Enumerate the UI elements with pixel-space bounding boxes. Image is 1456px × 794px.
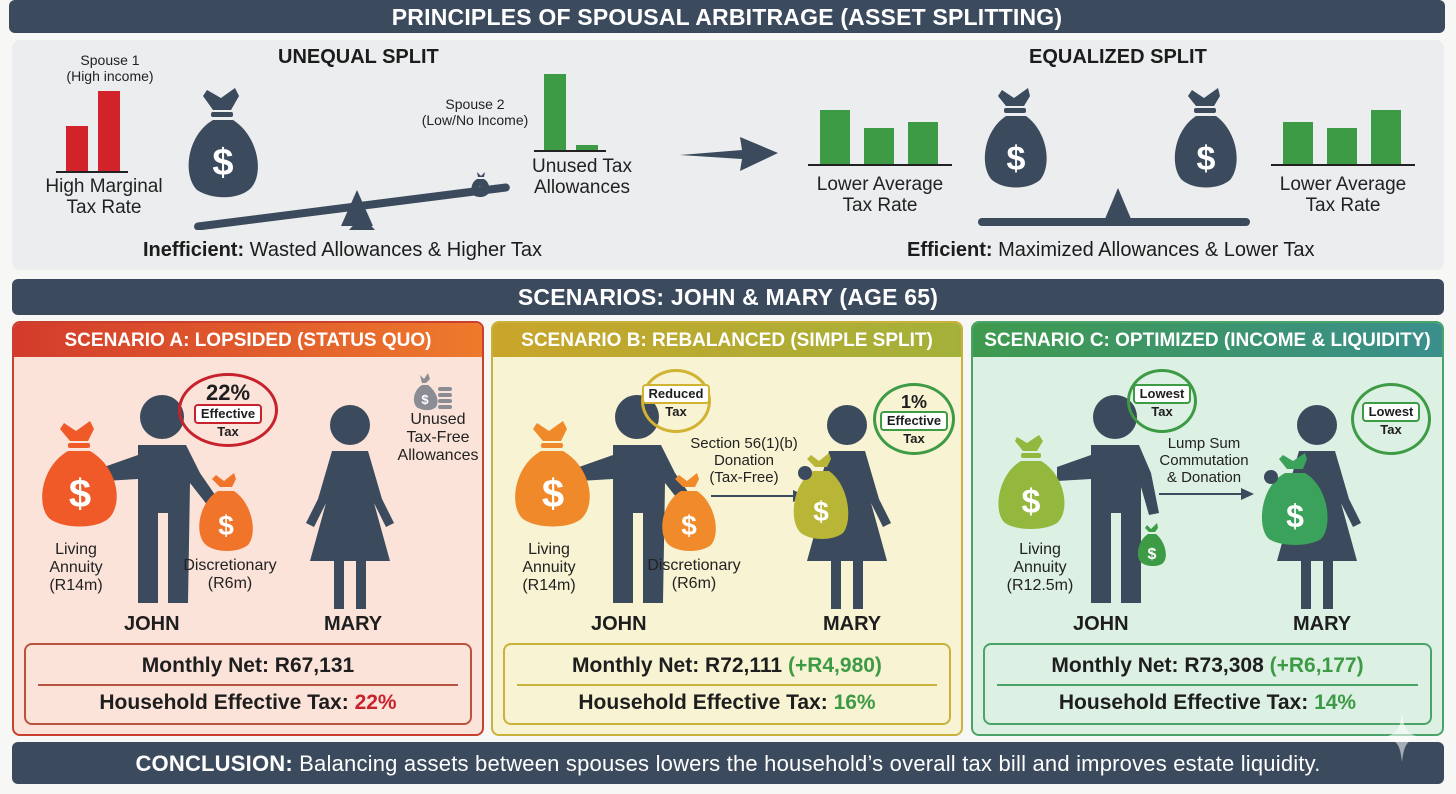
bar xyxy=(908,122,938,164)
john-name: JOHN xyxy=(1073,613,1129,635)
living-annuity-label: Living Annuity (R14m) xyxy=(49,541,103,594)
balanced-seesaw-icon: $ $ xyxy=(978,88,1250,226)
svg-text:$: $ xyxy=(212,142,233,184)
spouse2-label: Spouse 2 (Low/No Income) xyxy=(421,96,529,128)
bar xyxy=(1283,122,1313,164)
svg-text:$: $ xyxy=(681,510,697,541)
mary-name: MARY xyxy=(1293,613,1352,635)
lower-average-tax-chart-left xyxy=(808,104,952,166)
bar xyxy=(576,145,598,150)
scenario-c-heading: SCENARIO C: OPTIMIZED (INCOME & LIQUIDIT… xyxy=(973,323,1442,357)
high-marginal-tax-label: High Marginal Tax Rate xyxy=(45,176,163,218)
living-annuity-label: Living Annuity (R12.5m) xyxy=(1006,541,1074,594)
svg-text:$: $ xyxy=(218,510,234,541)
mary-lowest-tax-stamp: Lowest Tax xyxy=(1351,383,1431,455)
scenario-b-card: SCENARIO B: REBALANCED (SIMPLE SPLIT) $ … xyxy=(491,321,963,736)
principles-panel: UNEQUAL SPLIT Spouse 1 (High income) Hig… xyxy=(12,40,1444,270)
bar xyxy=(1371,110,1401,164)
john-lowest-tax-stamp: Lowest Tax xyxy=(1127,369,1197,433)
page-title: PRINCIPLES OF SPOUSAL ARBITRAGE (ASSET S… xyxy=(391,4,1063,30)
living-annuity-bag-icon: $ xyxy=(515,421,590,527)
bar xyxy=(544,74,566,150)
svg-text:$: $ xyxy=(1286,498,1304,534)
unused-allowances-label: Unused Tax-Free Allowances xyxy=(397,411,479,464)
lower-average-tax-chart-right xyxy=(1271,104,1415,166)
fulcrum-icon xyxy=(341,190,373,226)
lower-average-tax-label-left: Lower Average Tax Rate xyxy=(816,174,944,216)
discretionary-label: Discretionary (R6m) xyxy=(183,557,277,592)
title-banner: PRINCIPLES OF SPOUSAL ARBITRAGE (ASSET S… xyxy=(9,0,1445,33)
scenarios-heading: SCENARIOS: JOHN & MARY (AGE 65) xyxy=(517,284,939,310)
living-annuity-bag-icon: $ xyxy=(42,421,117,527)
mary-figure-icon xyxy=(306,405,394,609)
scenario-b-heading: SCENARIO B: REBALANCED (SIMPLE SPLIT) xyxy=(493,323,961,357)
unused-allowances-chart xyxy=(534,74,606,152)
transfer-arrow-icon xyxy=(1159,488,1254,500)
mary-name: MARY xyxy=(823,613,882,635)
commutation-label: Lump Sum Commutation & Donation xyxy=(1159,435,1249,486)
received-bag-icon: $ xyxy=(1261,453,1328,545)
monthly-net: Monthly Net: R72,111 (+R4,980) xyxy=(572,654,882,677)
svg-text:$: $ xyxy=(813,496,829,527)
monthly-net: Monthly Net: R67,131 xyxy=(141,654,355,677)
svg-text:$: $ xyxy=(421,392,429,407)
discretionary-label: Discretionary (R6m) xyxy=(647,557,741,592)
scenario-a-summary: Monthly Net: R67,131 Household Effective… xyxy=(24,643,472,725)
scenario-a-card: SCENARIO A: LOPSIDED (STATUS QUO) $ Livi… xyxy=(12,321,484,736)
svg-text:$: $ xyxy=(1007,140,1026,178)
scenario-a-heading: SCENARIO A: LOPSIDED (STATUS QUO) xyxy=(14,323,482,357)
spouse1-label: Spouse 1 (High income) xyxy=(66,52,154,84)
discretionary-bag-icon: $ xyxy=(199,473,253,551)
reduced-tax-stamp: Reduced Tax xyxy=(641,369,711,433)
mary-name: MARY xyxy=(324,613,383,635)
svg-text:$: $ xyxy=(1022,483,1041,521)
donated-bag-icon: $ xyxy=(793,453,849,539)
lump-sum-bag-icon: $ xyxy=(1137,523,1166,566)
svg-text:$: $ xyxy=(1197,140,1216,178)
sparkle-watermark-icon xyxy=(1384,712,1420,762)
scenario-b-summary: Monthly Net: R72,111 (+R4,980) Household… xyxy=(503,643,951,725)
high-marginal-tax-chart xyxy=(56,88,128,173)
scenario-c-card: SCENARIO C: OPTIMIZED (INCOME & LIQUIDIT… xyxy=(971,321,1444,736)
living-annuity-label: Living Annuity (R14m) xyxy=(522,541,576,594)
household-effective-tax: Household Effective Tax: 16% xyxy=(578,690,876,714)
bar xyxy=(820,110,850,164)
household-effective-tax: Household Effective Tax: 22% xyxy=(99,690,397,714)
scenario-c-summary: Monthly Net: R73,308 (+R6,177) Household… xyxy=(983,643,1432,725)
efficient-caption: Efficient: Maximized Allowances & Lower … xyxy=(907,239,1315,261)
household-effective-tax: Household Effective Tax: 14% xyxy=(1058,690,1357,714)
unused-allowances-icon: $ xyxy=(413,373,452,411)
john-name: JOHN xyxy=(591,613,647,635)
fulcrum-icon xyxy=(1102,188,1134,226)
bar xyxy=(1327,128,1357,164)
inefficient-caption: Inefficient: Wasted Allowances & Higher … xyxy=(143,239,543,261)
donation-label: Section 56(1)(b) Donation (Tax-Free) xyxy=(690,435,798,486)
equalized-split-heading: EQUALIZED SPLIT xyxy=(1029,46,1207,68)
bar xyxy=(66,126,88,171)
effective-tax-stamp: 22% Effective Tax xyxy=(178,373,278,447)
conclusion-banner: CONCLUSION: Balancing assets between spo… xyxy=(12,742,1444,784)
bar xyxy=(864,128,894,164)
svg-text:$: $ xyxy=(69,472,91,516)
lower-average-tax-label-right: Lower Average Tax Rate xyxy=(1279,174,1407,216)
scenarios-banner: SCENARIOS: JOHN & MARY (AGE 65) xyxy=(12,279,1444,315)
mary-effective-tax-stamp: 1% Effective Tax xyxy=(873,383,955,455)
arrow-right-icon xyxy=(680,137,778,171)
john-name: JOHN xyxy=(124,613,180,635)
svg-text:$: $ xyxy=(542,472,564,516)
unequal-split-heading: UNEQUAL SPLIT xyxy=(278,46,439,68)
discretionary-bag-icon: $ xyxy=(662,473,716,551)
svg-text:$: $ xyxy=(1148,546,1157,563)
living-annuity-bag-icon: $ xyxy=(998,435,1065,529)
monthly-net: Monthly Net: R73,308 (+R6,177) xyxy=(1051,654,1364,677)
john-figure-icon xyxy=(1057,395,1159,603)
bar xyxy=(98,91,120,171)
unused-allowances-label: Unused Tax Allowances xyxy=(532,156,632,198)
